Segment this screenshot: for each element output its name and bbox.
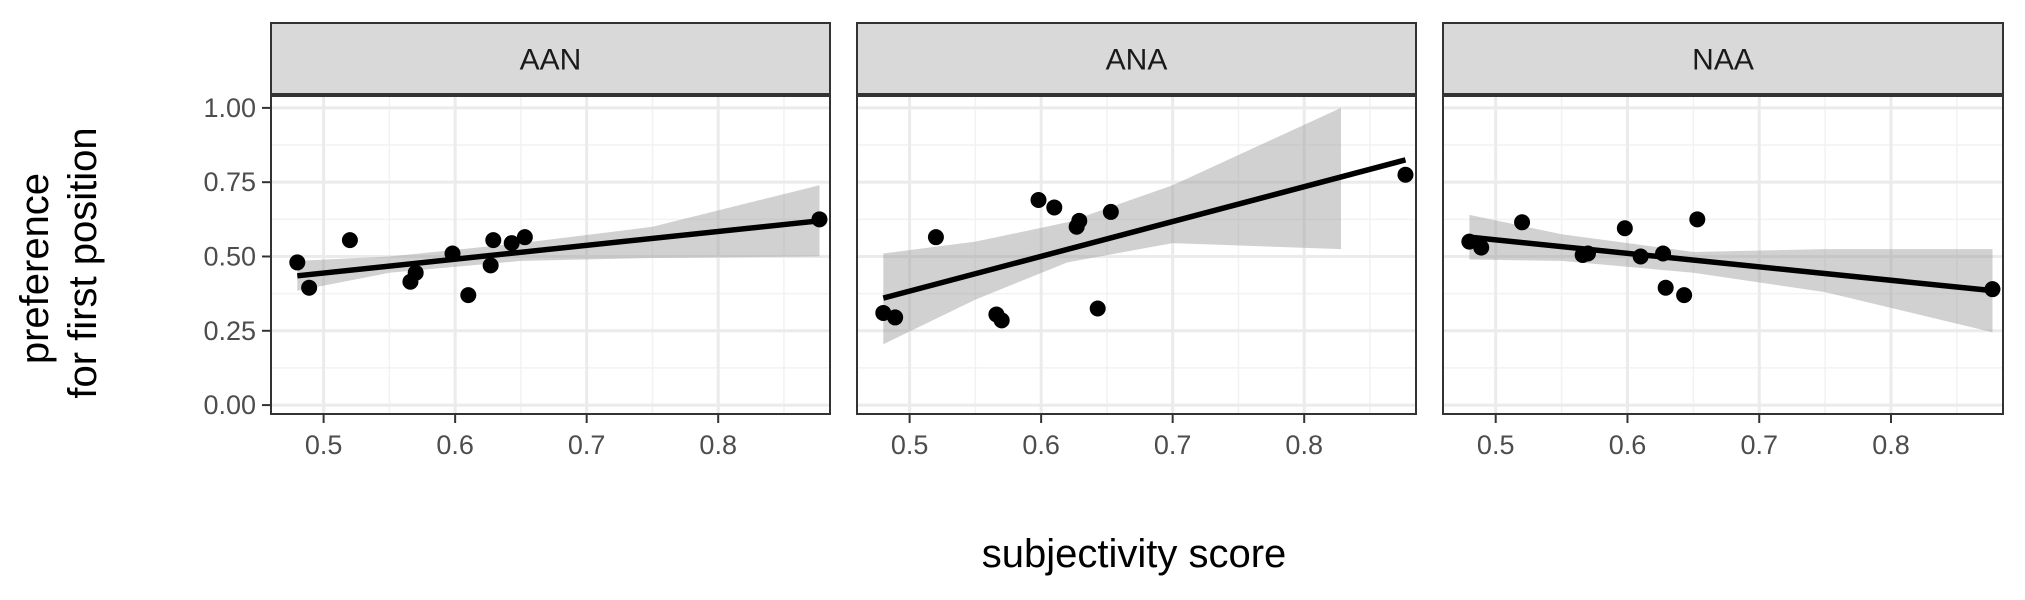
data-point (1046, 199, 1063, 216)
data-point (887, 309, 904, 326)
x-tick-label: 0.5 (1477, 430, 1515, 460)
confidence-band (883, 107, 1341, 345)
y-tick-label: 1.00 (203, 93, 256, 123)
data-point (1071, 212, 1088, 229)
strip-label: NAA (1692, 44, 1754, 77)
x-tick-label: 0.6 (1022, 430, 1060, 460)
data-point (407, 264, 424, 281)
data-point (1461, 233, 1478, 250)
x-tick-label: 0.8 (1872, 430, 1910, 460)
x-axis-title: subjectivity score (982, 532, 1287, 576)
data-point (1102, 203, 1119, 220)
strip-background (1442, 22, 2004, 95)
regression-line (1469, 234, 1993, 294)
data-point (341, 232, 358, 249)
data-point (1655, 245, 1672, 262)
data-point (811, 211, 828, 228)
y-tick-label: 0.25 (203, 316, 256, 346)
x-tick-label: 0.5 (891, 430, 929, 460)
x-tick-label: 0.6 (1609, 430, 1647, 460)
x-tick-label: 0.7 (568, 430, 606, 460)
panel-border (1442, 95, 2004, 415)
panel-border (856, 95, 1417, 415)
x-tick-label: 0.8 (699, 430, 737, 460)
confidence-band (1469, 214, 1993, 333)
data-point (1089, 300, 1106, 317)
facet-ana: ANA 0.5 0.6 0.7 0.8 (856, 22, 1417, 460)
data-point (1579, 245, 1596, 262)
strip-label: ANA (1106, 44, 1168, 77)
y-tick-label: 0.00 (203, 390, 256, 420)
x-tick-label: 0.5 (305, 430, 343, 460)
data-point (927, 229, 944, 246)
data-point (1514, 214, 1531, 231)
data-point (1616, 220, 1633, 237)
facet-aan: AAN 0.5 0.6 0.7 0.8 0.00 0.25 0.50 0.75 1.00 (203, 22, 831, 460)
regression-line (297, 218, 820, 279)
data-point (1984, 281, 2001, 298)
data-point (444, 245, 461, 262)
strip-background (270, 22, 831, 95)
data-point (516, 229, 533, 246)
y-axis-title-line-1: preference (13, 173, 57, 364)
data-point (993, 312, 1010, 329)
data-point (482, 257, 499, 274)
data-point (503, 235, 520, 252)
data-point (1473, 239, 1490, 256)
data-point (289, 254, 306, 271)
x-tick-label: 0.7 (1740, 430, 1778, 460)
data-point (460, 287, 477, 304)
data-point (1030, 192, 1047, 209)
facet-naa: NAA 0.5 0.6 0.7 0.8 (1442, 22, 2004, 460)
data-point (485, 232, 502, 249)
regression-line (882, 157, 1407, 301)
panel-border (270, 95, 831, 415)
x-tick-label: 0.8 (1285, 430, 1323, 460)
facet-panels: AAN 0.5 0.6 0.7 0.8 0.00 0.25 0.50 0.75 1.00 ANA 0.… (203, 22, 2004, 460)
strip-background (856, 22, 1417, 95)
data-point (1676, 287, 1693, 304)
y-tick-label: 0.75 (203, 167, 256, 197)
data-point (1657, 279, 1674, 296)
strip-label: AAN (520, 44, 582, 77)
data-point (1632, 248, 1649, 265)
x-tick-label: 0.6 (436, 430, 474, 460)
y-axis-title: preference for first position (13, 127, 105, 398)
data-point (1689, 211, 1706, 228)
data-point (301, 279, 318, 296)
data-point (1397, 166, 1414, 183)
x-tick-label: 0.7 (1154, 430, 1192, 460)
y-axis-title-line-2: for first position (61, 127, 105, 398)
y-tick-label: 0.50 (203, 241, 256, 271)
